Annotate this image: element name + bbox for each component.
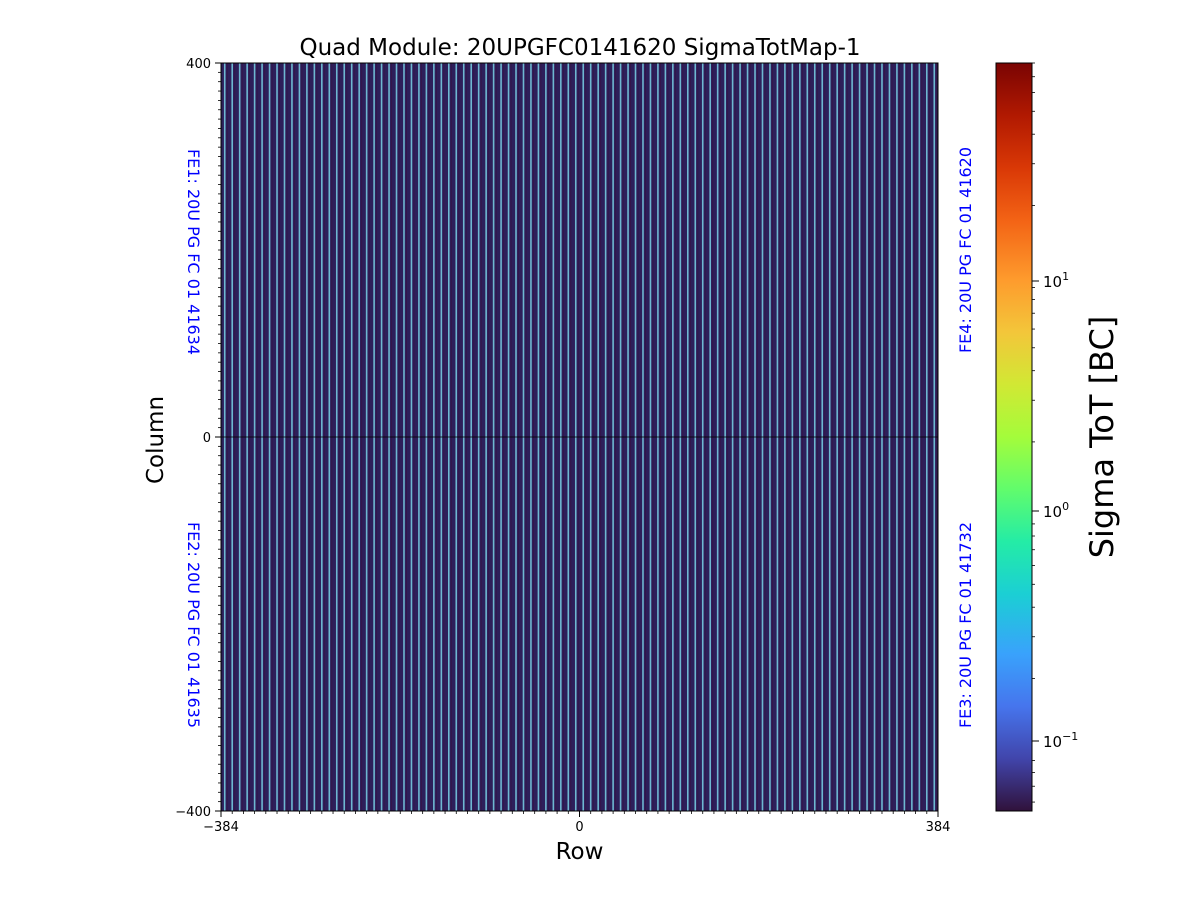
x-axis: −384 0 384 Row [203, 811, 950, 865]
chip-label-fe1: FE1: 20U PG FC 01 41634 [184, 149, 203, 355]
colorbar-tick-label: 100 [1043, 500, 1069, 521]
y-tick-label: 400 [186, 57, 211, 72]
colorbar-minor-ticks [1032, 62, 1035, 803]
colorbar: 10−1 100 101 Sigma ToT [BC] [995, 62, 1121, 812]
chip-label-fe4: FE4: 20U PG FC 01 41620 [956, 147, 975, 353]
x-tick-label: 0 [575, 820, 583, 835]
minor-ticks [218, 71, 928, 814]
y-axis-label: Column [143, 396, 169, 484]
chip-label-fe2: FE2: 20U PG FC 01 41635 [184, 522, 203, 728]
colorbar-tick-label: 10−1 [1043, 730, 1078, 751]
y-tick-label: −400 [175, 805, 211, 820]
x-tick-label: 384 [926, 820, 951, 835]
chart-title: Quad Module: 20UPGFC0141620 SigmaTotMap-… [300, 35, 861, 61]
y-axis: 400 0 −400 Column [143, 57, 221, 820]
colorbar-label: Sigma ToT [BC] [1083, 316, 1121, 559]
x-axis-label: Row [556, 839, 604, 865]
x-tick-label: −384 [203, 820, 239, 835]
heatmap-area [220, 62, 939, 812]
chip-labels: FE1: 20U PG FC 01 41634 FE2: 20U PG FC 0… [184, 147, 975, 728]
chip-label-fe3: FE3: 20U PG FC 01 41732 [956, 522, 975, 728]
y-tick-label: 0 [203, 431, 211, 446]
colorbar-gradient [995, 62, 1033, 812]
colorbar-tick-label: 101 [1043, 270, 1069, 291]
